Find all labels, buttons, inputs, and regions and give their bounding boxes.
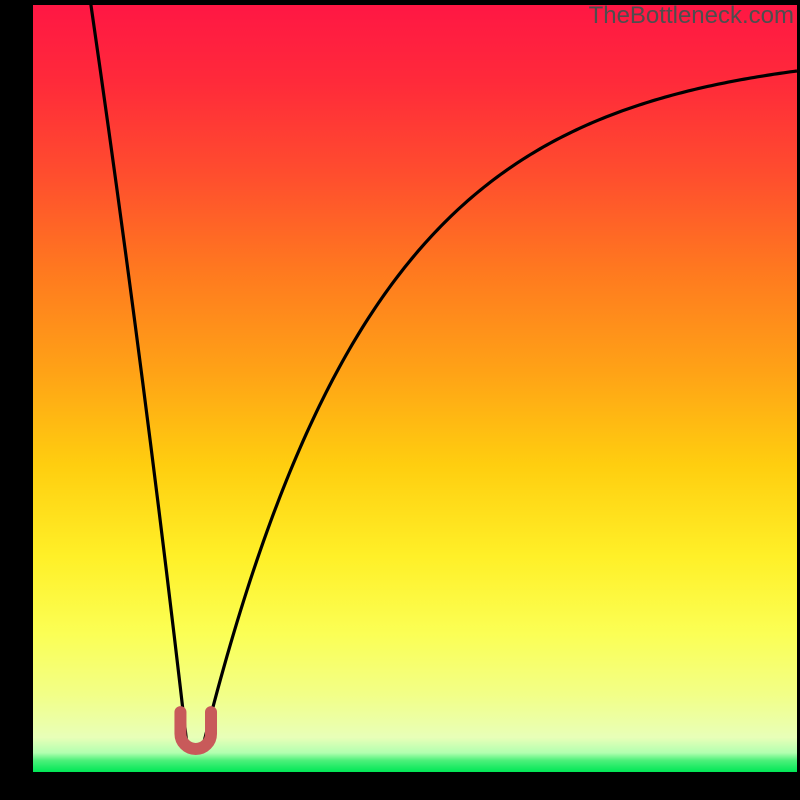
- chart-canvas: TheBottleneck.com: [0, 0, 800, 800]
- watermark-text: TheBottleneck.com: [589, 2, 794, 30]
- heat-gradient-background: [33, 5, 797, 772]
- plot-area: [33, 5, 797, 772]
